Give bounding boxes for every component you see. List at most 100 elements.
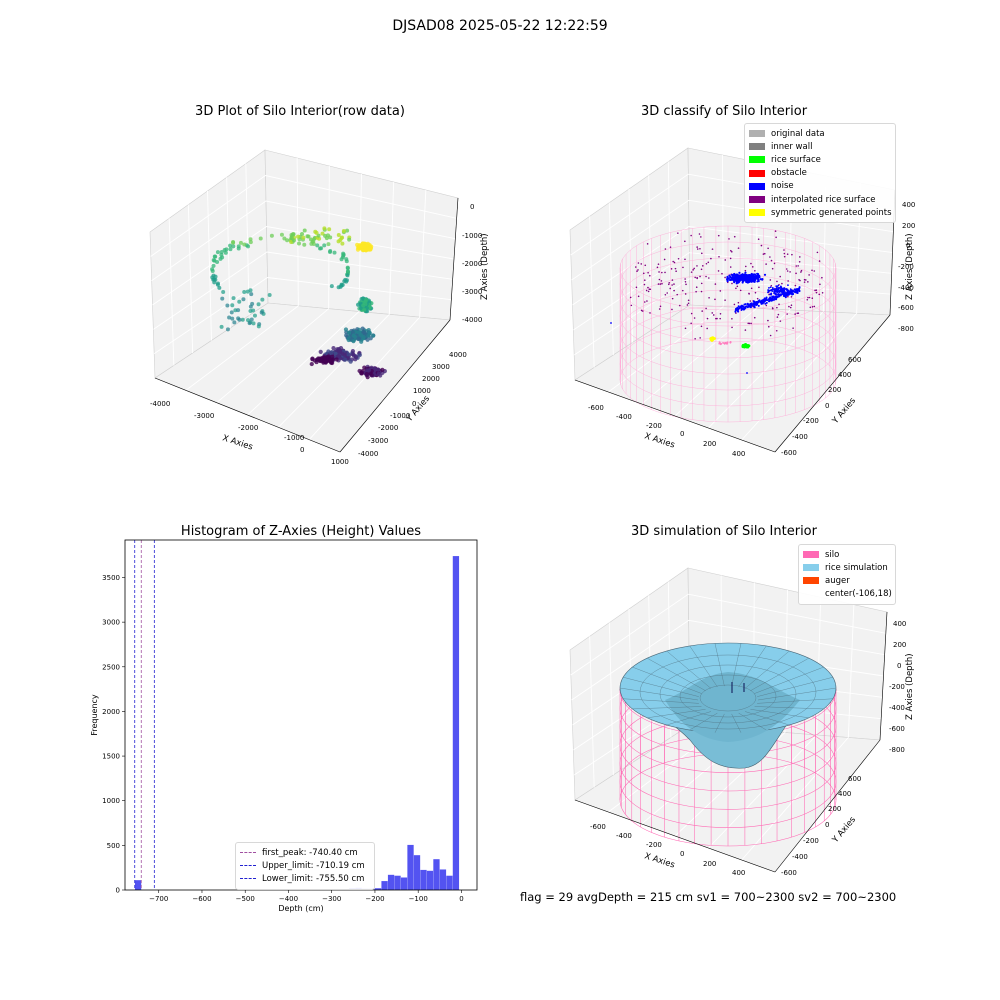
interpolated-point [694,337,696,340]
legend-swatch [240,865,256,867]
x-tick-label: 0 [459,895,463,903]
p2-ytick: 400 [838,371,851,379]
data-point [322,243,327,248]
interpolated-point [815,291,818,294]
noise-point [794,290,797,293]
data-point [351,339,356,344]
interpolated-point [714,283,717,285]
noise-point [764,298,767,301]
interpolated-point [630,304,633,307]
legend-item: interpolated rice surface [749,193,891,206]
noise-point [777,290,780,293]
noise-point [763,273,767,276]
p1-ztick: -3000 [462,288,482,296]
interpolated-point [750,262,752,265]
interpolated-point [808,296,811,299]
interpolated-point [664,293,667,296]
noise-point [765,296,768,299]
noise-point [753,273,757,276]
data-point [236,308,241,313]
data-point [336,232,341,237]
interpolated-point [788,305,790,308]
legend-label: original data [771,128,825,139]
data-point [301,235,306,240]
interpolated-point [770,259,773,262]
obstacle-point [718,342,721,345]
interpolated-point [779,320,782,322]
p1-ytick: -4000 [358,450,378,458]
data-point [346,352,351,357]
interpolated-point [816,251,819,254]
p3-xlabel: Depth (cm) [278,904,323,913]
interpolated-point [649,312,651,314]
interpolated-point [712,314,715,316]
interpolated-point [706,327,708,330]
data-point [315,357,320,362]
data-point [350,349,356,354]
data-point [330,354,335,359]
interpolated-point [684,278,686,280]
data-point [251,308,256,313]
x-tick-label: −300 [322,895,341,903]
interpolated-point [718,255,720,258]
data-point [343,327,349,332]
noise-point [610,322,612,324]
interpolated-point [711,248,714,250]
interpolated-point [765,304,768,307]
histogram-bar [134,880,142,890]
noise-point [739,305,742,308]
noise-point [778,293,781,296]
interpolated-point [773,262,776,265]
noise-point [789,288,792,291]
p4-zlabel: Z Axies (Depth) [905,653,915,720]
data-point [215,250,220,255]
interpolated-point [684,280,687,283]
interpolated-point [657,283,660,285]
noise-point [783,287,785,290]
legend-item: obstacle [749,167,891,180]
interpolated-point [789,271,791,273]
p4-ytick: 0 [825,821,829,829]
interpolated-point [765,263,767,265]
data-point [362,307,367,312]
interpolated-point [700,236,702,238]
p4-xtick: 200 [703,860,716,868]
x-axis-line [154,377,341,453]
data-point [309,237,314,242]
interpolated-point [707,261,710,264]
data-point [291,232,296,237]
interpolated-point [710,257,712,260]
interpolated-point [731,282,733,285]
p4-ytick: -200 [803,837,819,845]
data-point [360,326,365,331]
interpolated-point [661,282,663,285]
rice-mesh-line [754,666,824,694]
interpolated-point [699,275,701,278]
rice-mesh-line [623,677,699,697]
data-point [291,238,296,243]
data-point [364,372,369,377]
noise-point [752,277,756,281]
interpolated-point [671,279,674,281]
interpolated-point [821,276,823,279]
data-point [371,333,376,338]
p1-xtick: -4000 [150,400,170,408]
noise-point [798,290,801,293]
p4-ylabel: Y Axies [830,815,858,846]
data-point [267,293,272,298]
legend-item: original data [749,127,891,140]
interpolated-point [700,325,703,328]
rice-mesh-line [738,645,767,688]
z-axis-line [449,197,459,321]
interpolated-point [719,290,722,292]
interpolated-point [646,300,648,302]
z-axis-line [879,611,888,741]
noise-point [761,300,764,303]
p2-xtick: -400 [616,413,632,421]
data-point [340,241,345,246]
interpolated-point [669,287,672,290]
x-axis-line [574,379,776,453]
